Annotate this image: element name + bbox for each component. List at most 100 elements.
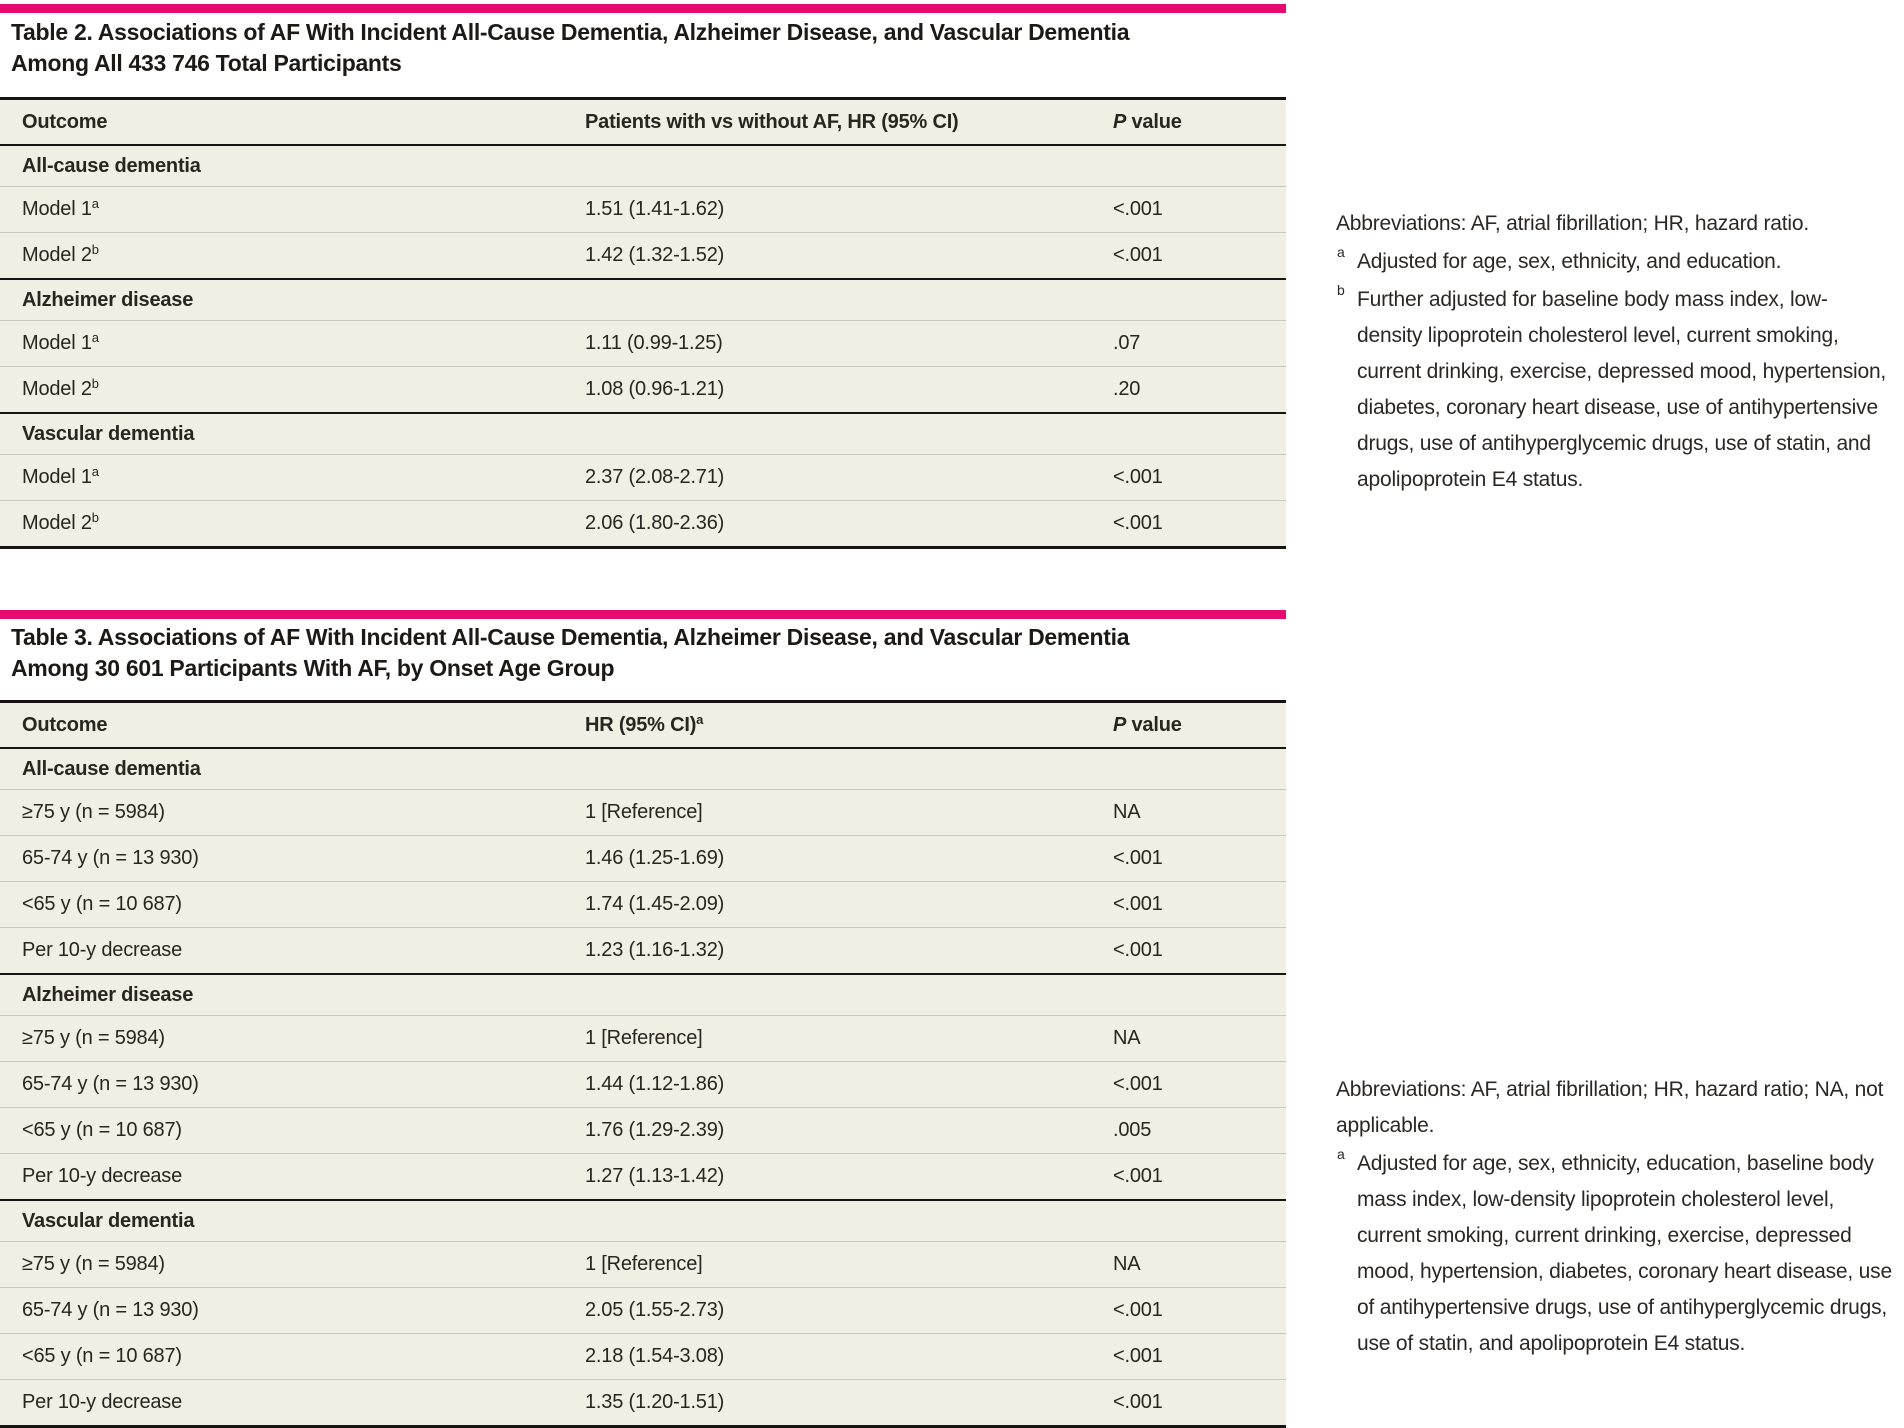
footnote-a: a Adjusted for age, sex, ethnicity, educa… (1336, 1146, 1892, 1362)
table3-section-vascular-dementia: Vascular dementia ≥75 y (n = 5984) 1 [Re… (0, 1199, 1286, 1425)
table3-col-header-pvalue: P value (1113, 714, 1286, 737)
table3-title: Table 3. Associations of AF With Inciden… (11, 622, 1301, 684)
hr-cell: 1 [Reference] (585, 1253, 703, 1275)
section-header: All-cause dementia (22, 154, 201, 177)
outcome-cell: Per 10-y decrease (22, 939, 585, 962)
pvalue-cell: NA (1113, 1253, 1141, 1275)
outcome-label: <65 y (n = 10 687) (22, 893, 182, 915)
pvalue-cell: .20 (1113, 378, 1141, 400)
hr-cell: 1.27 (1.13-1.42) (585, 1165, 725, 1187)
section-header: Vascular dementia (22, 1209, 195, 1232)
p-italic: P (1113, 713, 1127, 736)
outcome-cell: ≥75 y (n = 5984) (22, 801, 585, 824)
table-row: Model 2b 2.06 (1.80-2.36) <.001 (0, 500, 1286, 546)
outcome-cell: <65 y (n = 10 687) (22, 893, 585, 916)
outcome-cell: Model 2b (22, 510, 585, 535)
footnote-marker: b (1337, 282, 1345, 298)
hr-cell: 2.05 (1.55-2.73) (585, 1299, 725, 1321)
table3-col-header-hr: HR (95% CI)a (585, 711, 1113, 737)
table2-title-line1: Table 2. Associations of AF With Inciden… (11, 19, 1130, 45)
abbreviations-note: Abbreviations: AF, atrial fibrillation; … (1336, 212, 1809, 235)
p-rest: value (1131, 110, 1182, 133)
table-row: Model 1a 1.51 (1.41-1.62) <.001 (0, 186, 1286, 232)
table2-footnotes: Abbreviations: AF, atrial fibrillation; … (1336, 206, 1892, 498)
hr-header-sup: a (696, 711, 704, 727)
table-row: ≥75 y (n = 5984) 1 [Reference] NA (0, 1015, 1286, 1061)
hr-cell: 1.76 (1.29-2.39) (585, 1119, 725, 1141)
table2-col-header-outcome: Outcome (22, 110, 108, 133)
outcome-sup: a (91, 464, 99, 479)
table-row: <65 y (n = 10 687) 2.18 (1.54-3.08) <.00… (0, 1333, 1286, 1379)
pvalue-cell: .005 (1113, 1119, 1152, 1141)
outcome-cell: Model 2b (22, 376, 585, 401)
table-row: Model 2b 1.42 (1.32-1.52) <.001 (0, 232, 1286, 278)
pvalue-cell: <.001 (1113, 198, 1163, 220)
table2-title: Table 2. Associations of AF With Inciden… (11, 17, 1301, 79)
pvalue-cell: <.001 (1113, 893, 1163, 915)
table-row: Model 1a 2.37 (2.08-2.71) <.001 (0, 454, 1286, 500)
pvalue-cell: <.001 (1113, 847, 1163, 869)
hr-cell: 1.11 (0.99-1.25) (585, 332, 723, 354)
outcome-cell: Model 2b (22, 243, 585, 267)
hr-header-text: HR (95% CI) (585, 713, 697, 736)
table3-header-row: Outcome HR (95% CI)a P value (0, 703, 1286, 749)
hr-cell: 2.37 (2.08-2.71) (585, 466, 725, 488)
pvalue-cell: <.001 (1113, 939, 1163, 961)
outcome-label: Per 10-y decrease (22, 1165, 183, 1187)
table-row: <65 y (n = 10 687) 1.76 (1.29-2.39) .005 (0, 1107, 1286, 1153)
table-row: Model 2b 1.08 (0.96-1.21) .20 (0, 366, 1286, 412)
pvalue-cell: <.001 (1113, 1299, 1163, 1321)
table-row: Per 10-y decrease 1.27 (1.13-1.42) <.001 (0, 1153, 1286, 1199)
footnote-marker: a (1337, 244, 1345, 260)
section-header: Alzheimer disease (22, 288, 194, 311)
hr-cell: 1 [Reference] (585, 801, 703, 823)
table2-section-alzheimer-disease: Alzheimer disease Model 1a 1.11 (0.99-1.… (0, 278, 1286, 412)
table-row: Model 1a 1.11 (0.99-1.25) .07 (0, 320, 1286, 366)
outcome-sup: b (91, 376, 99, 391)
outcome-cell: <65 y (n = 10 687) (22, 1345, 585, 1368)
table3-col-header-outcome: Outcome (22, 713, 108, 736)
table3-footnotes: Abbreviations: AF, atrial fibrillation; … (1336, 1072, 1892, 1362)
outcome-label: Model 2 (22, 244, 92, 266)
hr-cell: 1 [Reference] (585, 1027, 703, 1049)
table3-section-alzheimer-disease: Alzheimer disease ≥75 y (n = 5984) 1 [Re… (0, 973, 1286, 1199)
table2-header-row: Outcome Patients with vs without AF, HR … (0, 100, 1286, 146)
footnote-text: Adjusted for age, sex, ethnicity, educat… (1357, 1152, 1892, 1355)
table-row: ≥75 y (n = 5984) 1 [Reference] NA (0, 789, 1286, 835)
table3-title-line1: Table 3. Associations of AF With Inciden… (11, 624, 1130, 650)
footnote-text: Further adjusted for baseline body mass … (1357, 288, 1887, 491)
hr-cell: 1.74 (1.45-2.09) (585, 893, 725, 915)
footnote-a: a Adjusted for age, sex, ethnicity, and e… (1336, 244, 1892, 280)
hr-cell: 1.44 (1.12-1.86) (585, 1073, 725, 1095)
outcome-sup: b (91, 510, 99, 525)
table2: Outcome Patients with vs without AF, HR … (0, 97, 1286, 549)
table-row: ≥75 y (n = 5984) 1 [Reference] NA (0, 1241, 1286, 1287)
pvalue-cell: NA (1113, 801, 1141, 823)
outcome-label: ≥75 y (n = 5984) (22, 801, 165, 823)
outcome-label: 65-74 y (n = 13 930) (22, 1073, 199, 1095)
hr-cell: 2.06 (1.80-2.36) (585, 512, 725, 534)
outcome-label: 65-74 y (n = 13 930) (22, 847, 199, 869)
outcome-label: ≥75 y (n = 5984) (22, 1253, 165, 1275)
outcome-cell: Per 10-y decrease (22, 1165, 585, 1188)
section-header: Alzheimer disease (22, 983, 194, 1006)
table2-col-header-hr: Patients with vs without AF, HR (95% CI) (585, 111, 1113, 134)
outcome-cell: Model 1a (22, 464, 585, 489)
table2-section-vascular-dementia: Vascular dementia Model 1a 2.37 (2.08-2.… (0, 412, 1286, 546)
outcome-cell: <65 y (n = 10 687) (22, 1119, 585, 1142)
table-row: 65-74 y (n = 13 930) 2.05 (1.55-2.73) <.… (0, 1287, 1286, 1333)
abbreviations-note: Abbreviations: AF, atrial fibrillation; … (1336, 1078, 1884, 1137)
table-row: 65-74 y (n = 13 930) 1.44 (1.12-1.86) <.… (0, 1061, 1286, 1107)
outcome-sup: a (91, 330, 99, 345)
hr-cell: 1.35 (1.20-1.51) (585, 1391, 725, 1413)
footnote-text: Adjusted for age, sex, ethnicity, and ed… (1357, 250, 1782, 273)
table2-title-line2: Among All 433 746 Total Participants (11, 50, 402, 76)
outcome-label: Model 1 (22, 466, 92, 488)
outcome-sup: a (91, 196, 99, 211)
pvalue-cell: <.001 (1113, 1073, 1163, 1095)
pvalue-cell: <.001 (1113, 466, 1163, 488)
table2-accent-bar (0, 4, 1286, 13)
footnote-b: b Further adjusted for baseline body mass… (1336, 282, 1892, 498)
outcome-label: Model 1 (22, 198, 92, 220)
hr-cell: 1.08 (0.96-1.21) (585, 378, 725, 400)
